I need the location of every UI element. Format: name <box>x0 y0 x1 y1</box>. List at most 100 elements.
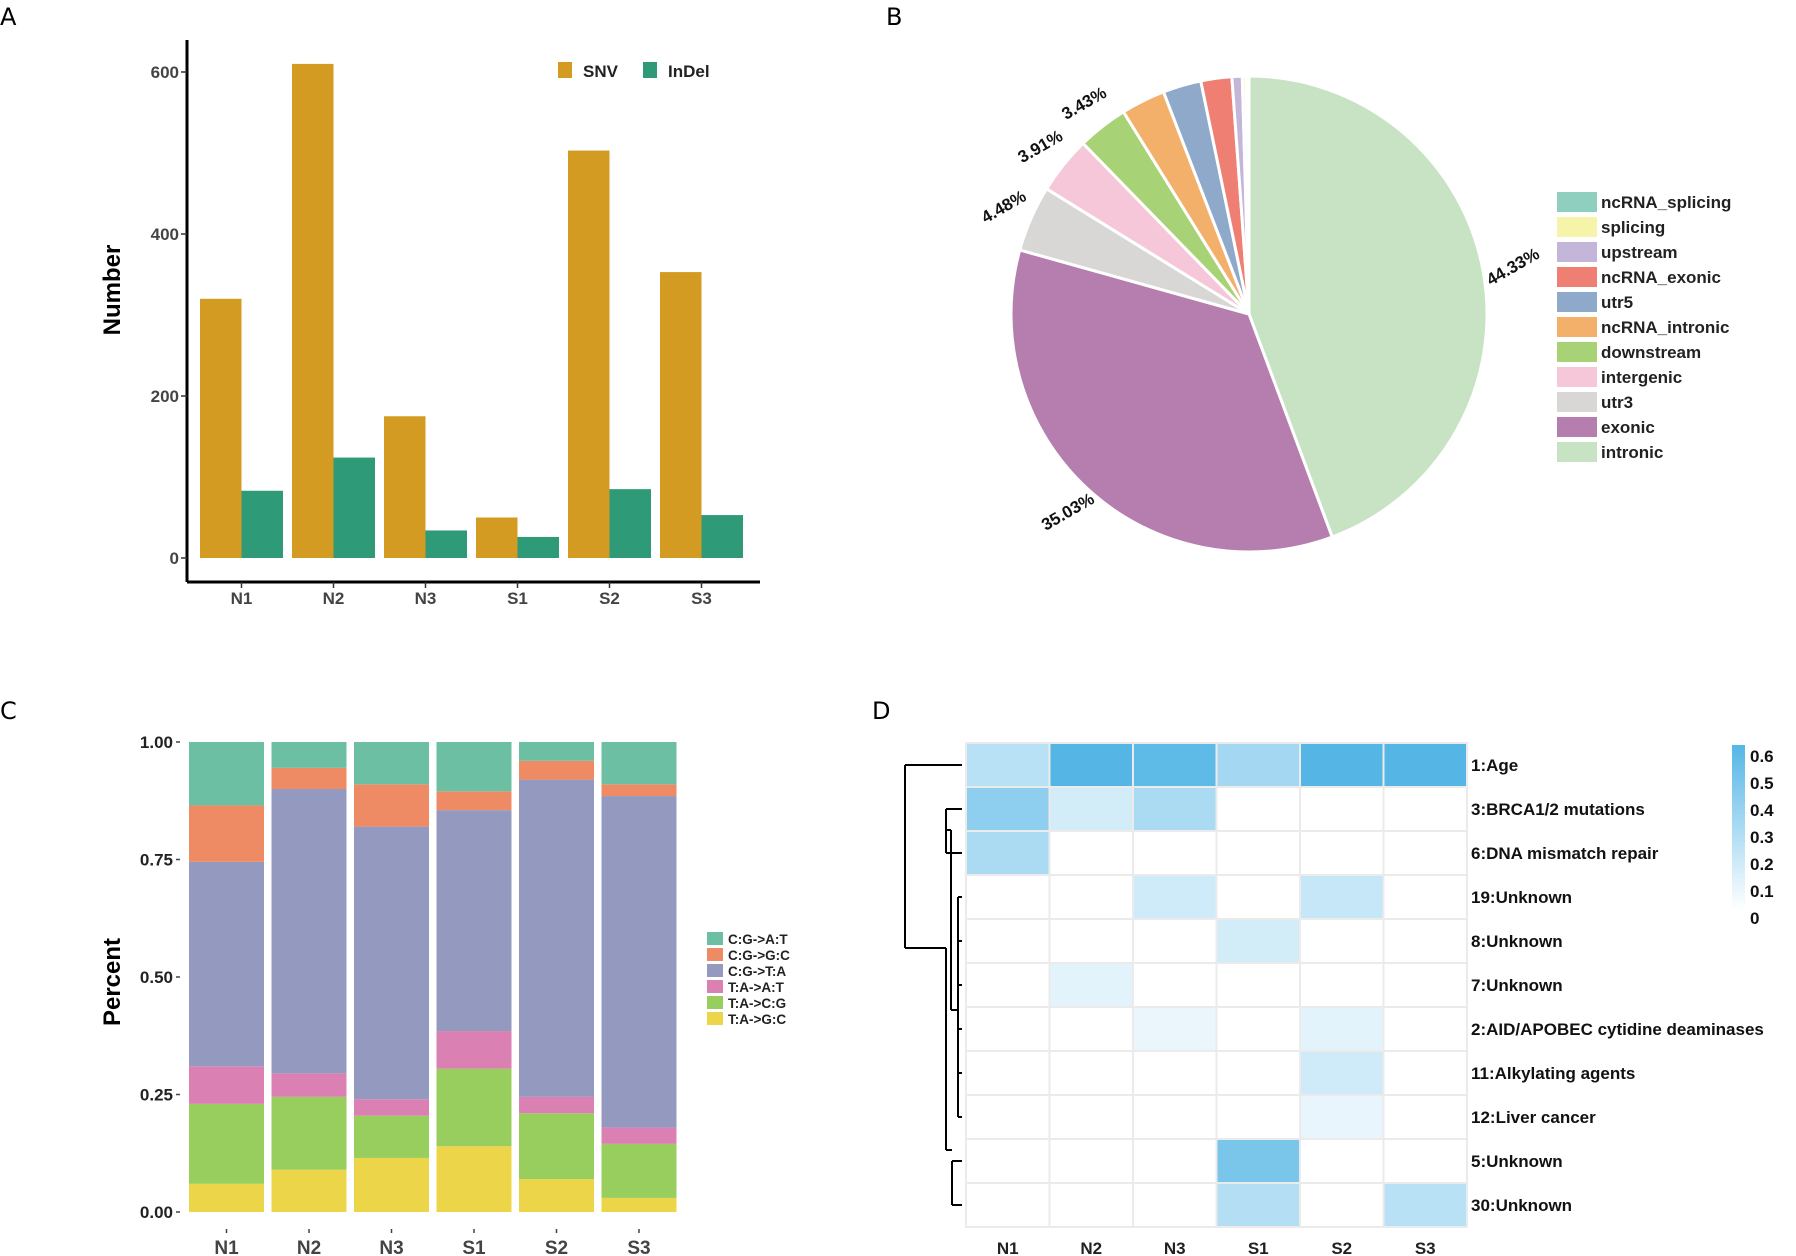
bar-snv-n3 <box>384 416 426 558</box>
stack-c-g-t-a-n3 <box>354 826 429 1100</box>
heat-cell-1-age-n1 <box>965 742 1051 788</box>
panel-label-d: D <box>872 697 890 725</box>
heat-cell-11-alkylating-agents-n1 <box>965 1050 1051 1096</box>
legend-label-indel: InDel <box>668 62 710 81</box>
x-tick-label: S1 <box>462 1238 486 1256</box>
legend-swatch-t-a-c-g <box>707 996 723 1009</box>
legend-label-t-a-c-g: T:A->C:G <box>728 996 786 1011</box>
bar-indel-n1 <box>241 490 283 558</box>
stack-c-g-a-t-n1 <box>189 742 264 806</box>
column-label: S2 <box>1331 1239 1352 1256</box>
heat-cell-12-liver-cancer-s1 <box>1215 1094 1301 1140</box>
stack-c-g-a-t-s3 <box>601 742 677 785</box>
y-tick-label: 600 <box>151 63 179 82</box>
bar-indel-s3 <box>701 515 743 558</box>
pie-slice-ncrna-splicing <box>1244 74 1251 315</box>
panel-label-b: B <box>886 3 902 31</box>
legend-swatch-exonic <box>1557 417 1597 437</box>
stack-c-g-t-a-n1 <box>189 861 264 1067</box>
stack-t-a-a-t-n2 <box>271 1073 347 1097</box>
heat-cell-2-aid-apobec-cytidine-deaminases-n3 <box>1132 1006 1218 1052</box>
heat-cell-3-brca1-2-mutations-s2 <box>1299 786 1385 832</box>
heat-cell-6-dna-mismatch-repair-s1 <box>1215 830 1301 876</box>
stack-c-g-a-t-n3 <box>354 742 429 785</box>
stack-c-g-a-t-n2 <box>271 742 347 768</box>
colorbar-tick-label: 0 <box>1750 909 1759 928</box>
legend-label-upstream: upstream <box>1601 243 1678 262</box>
legend-swatch-ncrna-splicing <box>1557 192 1597 212</box>
x-tick-label: S3 <box>691 589 712 608</box>
stack-t-a-a-t-s3 <box>601 1127 677 1144</box>
row-label-1-age: 1:Age <box>1471 756 1518 775</box>
heat-cell-8-unknown-n1 <box>965 918 1051 964</box>
pie-label-intergenic: 3.91% <box>1015 126 1066 167</box>
heat-cell-8-unknown-s3 <box>1382 918 1468 964</box>
x-tick-label: N1 <box>231 589 253 608</box>
heat-cell-5-unknown-n1 <box>965 1138 1051 1184</box>
heat-cell-2-aid-apobec-cytidine-deaminases-s1 <box>1215 1006 1301 1052</box>
heat-cell-12-liver-cancer-s3 <box>1382 1094 1468 1140</box>
panel-d-heatmap: 1:Age 3:BRCA1/2 mutations 6:DNA mismatch r… <box>904 742 1774 1256</box>
heat-cell-5-unknown-s3 <box>1382 1138 1468 1184</box>
panel-a-bar-chart: 0 200 400 600 Number N1 N2 N3 S1 S2 S3 SNV InDel <box>99 40 760 608</box>
legend-label-ncrna-exonic: ncRNA_exonic <box>1601 268 1721 287</box>
row-label-19-unknown: 19:Unknown <box>1471 888 1572 907</box>
row-label-6-dna-mismatch-repair: 6:DNA mismatch repair <box>1471 844 1659 863</box>
y-tick-label: 1.00 <box>140 733 173 752</box>
heat-cell-3-brca1-2-mutations-s3 <box>1382 786 1468 832</box>
panel-label-c: C <box>0 697 17 725</box>
legend-label-intronic: intronic <box>1601 443 1663 462</box>
legend-swatch-t-a-g-c <box>707 1012 723 1025</box>
pie-slice-exonic <box>1009 248 1335 554</box>
column-label: N1 <box>997 1239 1019 1256</box>
stack-t-a-g-c-n3 <box>354 1157 429 1212</box>
stack-t-a-g-c-s1 <box>436 1146 512 1212</box>
legend-swatch-intronic <box>1557 442 1597 462</box>
heat-cell-6-dna-mismatch-repair-n2 <box>1048 830 1134 876</box>
legend-swatch-splicing <box>1557 217 1597 237</box>
heat-cell-8-unknown-s2 <box>1299 918 1385 964</box>
stack-c-g-a-t-s2 <box>519 742 594 761</box>
stack-c-g-t-a-s2 <box>519 779 594 1097</box>
colorbar-tick-label: 0.6 <box>1750 747 1774 766</box>
legend-swatch-intergenic <box>1557 367 1597 387</box>
heat-cell-2-aid-apobec-cytidine-deaminases-n2 <box>1048 1006 1134 1052</box>
heat-cell-5-unknown-n3 <box>1132 1138 1218 1184</box>
x-tick-label: N3 <box>379 1238 403 1256</box>
legend-swatch-utr5 <box>1557 292 1597 312</box>
heat-cell-30-unknown-n3 <box>1132 1182 1218 1228</box>
stack-c-g-t-a-s3 <box>601 796 677 1128</box>
colorbar <box>1732 745 1745 910</box>
stack-t-a-c-g-n3 <box>354 1115 429 1158</box>
legend-label-t-a-a-t: T:A->A:T <box>728 980 785 995</box>
legend-label-c-g-a-t: C:G->A:T <box>728 932 788 947</box>
legend-swatch-downstream <box>1557 342 1597 362</box>
y-tick-label: 200 <box>151 387 179 406</box>
heat-cell-6-dna-mismatch-repair-s2 <box>1299 830 1385 876</box>
stack-t-a-c-g-n2 <box>271 1096 347 1170</box>
pie-label-utr3: 4.48% <box>978 187 1029 228</box>
legend-swatch-snv <box>558 62 572 78</box>
heat-cell-11-alkylating-agents-s2 <box>1299 1050 1385 1096</box>
legend-label-ncrna-splicing: ncRNA_splicing <box>1601 193 1731 212</box>
row-label-7-unknown: 7:Unknown <box>1471 976 1563 995</box>
heat-cell-30-unknown-n2 <box>1048 1182 1134 1228</box>
heat-cell-12-liver-cancer-n3 <box>1132 1094 1218 1140</box>
legend-label-utr3: utr3 <box>1601 393 1633 412</box>
bar-snv-s3 <box>660 272 702 558</box>
heat-cell-7-unknown-s1 <box>1215 962 1301 1008</box>
legend-label-intergenic: intergenic <box>1601 368 1682 387</box>
column-label: S1 <box>1248 1239 1269 1256</box>
colorbar-tick-label: 0.2 <box>1750 855 1774 874</box>
heat-cell-2-aid-apobec-cytidine-deaminases-n1 <box>965 1006 1051 1052</box>
stack-c-g-g-c-s3 <box>601 784 677 797</box>
heat-cell-1-age-s1 <box>1215 742 1301 788</box>
row-label-11-alkylating-agents: 11:Alkylating agents <box>1471 1064 1635 1083</box>
row-label-8-unknown: 8:Unknown <box>1471 932 1563 951</box>
stack-c-g-g-c-n3 <box>354 784 429 827</box>
x-tick-label: N2 <box>323 589 345 608</box>
heat-cell-7-unknown-s2 <box>1299 962 1385 1008</box>
heat-cell-12-liver-cancer-s2 <box>1299 1094 1385 1140</box>
heat-cell-6-dna-mismatch-repair-n3 <box>1132 830 1218 876</box>
heat-cell-6-dna-mismatch-repair-n1 <box>965 830 1051 876</box>
